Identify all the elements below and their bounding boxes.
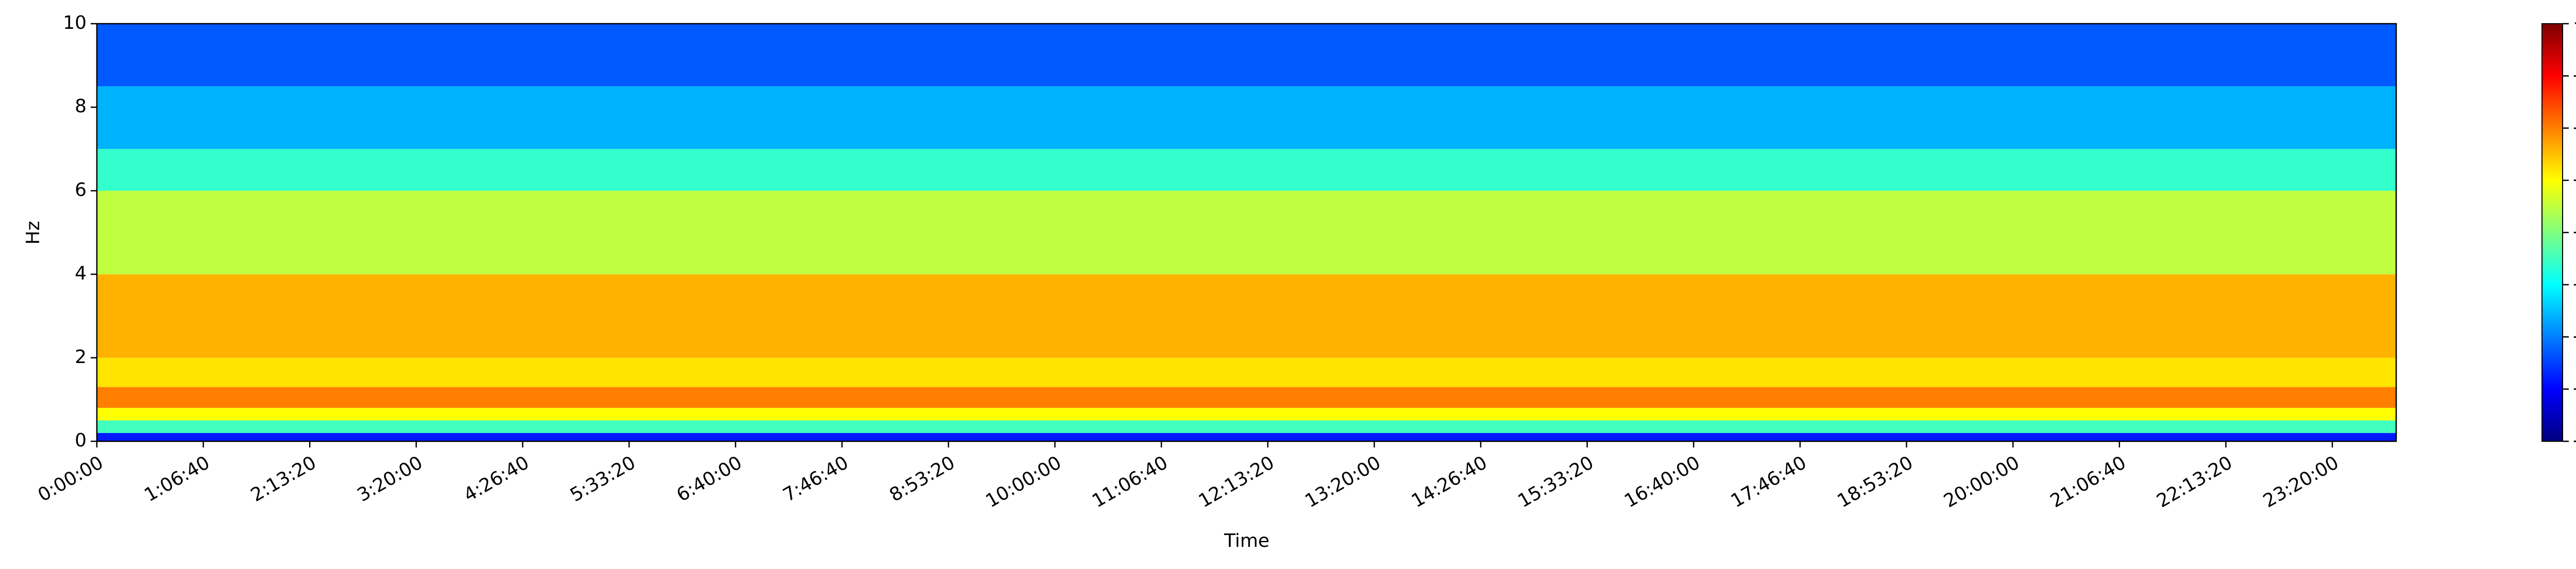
colorbar — [2541, 23, 2563, 442]
y-tick-label: 2 — [75, 347, 87, 368]
x-tick-label: 1:06:40 — [141, 452, 213, 506]
x-tick-label: 12:13:20 — [1195, 452, 1278, 512]
x-tick-label: 5:33:20 — [567, 452, 639, 506]
x-tick-label: 4:26:40 — [460, 452, 533, 506]
colorbar-tick-label: -40 dB — [2573, 221, 2576, 243]
x-tick-label: 22:13:20 — [2153, 452, 2236, 512]
colorbar-tick-label: +0 dB — [2573, 12, 2576, 33]
x-tick-label: 17:46:40 — [1727, 452, 1810, 512]
colorbar-tick-label: -80 dB — [2573, 430, 2576, 451]
x-tick-label: 10:00:00 — [982, 452, 1065, 512]
y-tick-label: 0 — [75, 430, 87, 451]
x-tick-label: 15:33:20 — [1515, 452, 1598, 512]
spectrogram-band — [97, 274, 2396, 358]
x-tick-label: 14:26:40 — [1408, 452, 1491, 512]
plot-area — [97, 24, 2396, 441]
x-tick-label: 3:20:00 — [354, 452, 427, 506]
x-tick-label: 18:53:20 — [1834, 452, 1917, 512]
spectrogram-band — [97, 420, 2396, 433]
spectrogram-band — [97, 357, 2396, 387]
y-tick-label: 8 — [75, 96, 87, 117]
x-tick-label: 11:06:40 — [1089, 452, 1172, 512]
spectrogram-band — [97, 408, 2396, 421]
x-tick-label: 0:00:00 — [35, 452, 107, 506]
spectrogram-band — [97, 149, 2396, 191]
x-tick-label: 23:20:00 — [2260, 452, 2343, 512]
x-tick-label: 7:46:40 — [779, 452, 852, 506]
colorbar-tick-label: -30 dB — [2573, 169, 2576, 190]
spectrogram-band — [97, 433, 2396, 441]
y-axis-label: Hz — [23, 221, 44, 245]
y-tick-label: 6 — [75, 179, 87, 200]
colorbar-tick-label: -20 dB — [2573, 117, 2576, 138]
x-tick-label: 21:06:40 — [2047, 452, 2130, 512]
colorbar-tick-label: -10 dB — [2573, 64, 2576, 85]
spectrogram-band — [97, 191, 2396, 274]
spectrogram-band — [97, 86, 2396, 149]
x-tick-label: 8:53:20 — [886, 452, 959, 506]
colorbar-tick-label: -70 dB — [2573, 378, 2576, 399]
y-tick-label: 10 — [63, 12, 87, 33]
colorbar-tick-label: -50 dB — [2573, 273, 2576, 295]
colorbar-tick-label: -60 dB — [2573, 325, 2576, 347]
x-tick-label: 20:00:00 — [1940, 452, 2023, 512]
spectrogram-band — [97, 24, 2396, 87]
x-tick-label: 2:13:20 — [247, 452, 320, 506]
x-axis-label: Time — [1224, 530, 1269, 551]
y-tick-label: 4 — [75, 263, 87, 284]
x-tick-label: 16:40:00 — [1621, 452, 1704, 512]
plot-frame — [96, 23, 2397, 442]
x-tick-label: 6:40:00 — [673, 452, 746, 506]
x-tick-label: 13:20:00 — [1301, 452, 1384, 512]
spectrogram-band — [97, 387, 2396, 408]
